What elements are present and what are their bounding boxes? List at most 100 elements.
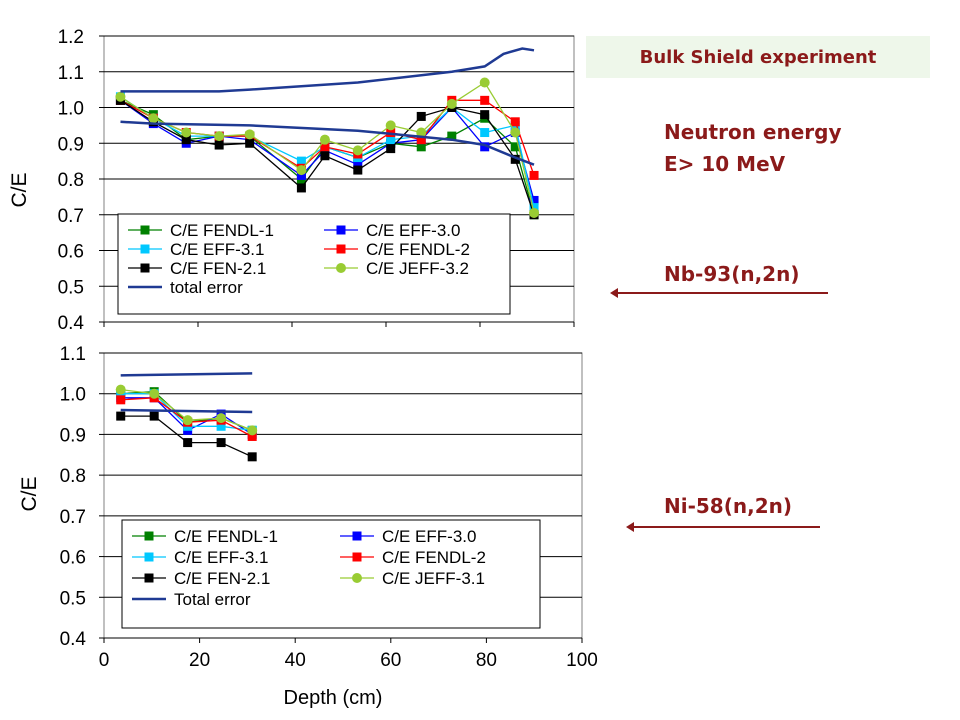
series-line — [120, 99, 535, 201]
legend-label: C/E FENDL-2 — [366, 240, 470, 259]
data-point — [181, 127, 192, 138]
y-tick-label: 0.6 — [60, 548, 86, 569]
y-tick-label: 0.4 — [58, 313, 85, 334]
x-tick-label: 100 — [566, 650, 598, 671]
legend-box — [117, 213, 511, 315]
series-line — [120, 47, 535, 93]
data-point — [115, 91, 126, 102]
legend-marker — [336, 225, 346, 235]
y-tick-label: 0.9 — [58, 134, 84, 155]
data-point — [247, 425, 258, 436]
data-point — [296, 170, 306, 180]
legend-label: C/E EFF-3.0 — [366, 221, 460, 240]
series-line — [120, 408, 253, 414]
series-line — [120, 96, 535, 208]
data-point — [245, 138, 255, 148]
data-point — [386, 144, 396, 154]
y-tick-label: 0.8 — [60, 466, 86, 487]
y-tick-label: 0.9 — [60, 425, 86, 446]
energy-note-line-2: E> 10 MeV — [664, 152, 786, 176]
y-tick-label: 0.7 — [60, 507, 86, 528]
data-point — [510, 154, 520, 164]
data-point — [416, 142, 426, 152]
y-tick-label: 1.0 — [58, 99, 84, 120]
legend-label: C/E FENDL-2 — [382, 548, 486, 567]
reaction-label-ni58: Ni-58(n,2n) — [664, 494, 792, 518]
data-point — [529, 207, 540, 218]
data-point — [216, 421, 226, 431]
y-tick-label: 1.1 — [58, 63, 84, 84]
y-tick-label: 0.8 — [58, 170, 84, 191]
banner: Bulk Shield experiment — [586, 36, 930, 78]
data-point — [353, 160, 363, 170]
data-point — [447, 131, 457, 141]
data-point — [296, 156, 306, 166]
arrow-nb93 — [610, 288, 828, 298]
reaction-label-nb93: Nb-93(n,2n) — [664, 262, 800, 286]
legend-label: C/E FEN-2.1 — [174, 569, 270, 588]
legend-label: C/E JEFF-3.1 — [382, 569, 485, 588]
data-point — [529, 170, 539, 180]
legend-marker — [140, 263, 150, 273]
data-point — [480, 142, 490, 152]
y-axis-label: C/E — [8, 172, 31, 207]
x-tick-label: 40 — [285, 650, 306, 671]
data-point — [510, 127, 521, 138]
data-point — [214, 131, 225, 142]
legend-label: C/E FENDL-1 — [170, 221, 274, 240]
data-point — [181, 135, 191, 145]
legend-marker — [336, 244, 346, 254]
data-point — [183, 438, 193, 448]
data-point — [247, 452, 257, 462]
data-point — [319, 134, 330, 145]
y-axis-label: C/E — [18, 476, 41, 511]
series-line — [120, 81, 535, 214]
legend-label: C/E FENDL-1 — [174, 527, 278, 546]
data-point — [149, 411, 159, 421]
legend-marker — [352, 531, 362, 541]
legend-marker — [140, 244, 150, 254]
data-point — [296, 165, 307, 176]
series-line — [120, 120, 535, 166]
legend-label: C/E EFF-3.1 — [170, 240, 264, 259]
y-tick-label: 0.6 — [58, 242, 84, 263]
y-tick-label: 1.1 — [60, 344, 86, 365]
energy-note-line-1: Neutron energy — [664, 120, 842, 144]
data-point — [446, 98, 457, 109]
energy-note: Neutron energy E> 10 MeV — [664, 116, 842, 180]
y-tick-label: 0.5 — [58, 277, 84, 298]
series-line — [120, 99, 535, 216]
chart-2: 0.4 0.5 0.6 0.7 0.8 0.9 1.0 1.1 0 20 40 60 80 100 C/E D… — [18, 344, 598, 709]
data-point — [352, 145, 363, 156]
data-point — [529, 195, 539, 205]
data-point — [116, 395, 126, 405]
data-point — [216, 413, 227, 424]
legend-label: C/E FEN-2.1 — [170, 259, 266, 278]
y-tick-label: 0.4 — [60, 629, 87, 650]
data-point — [353, 165, 363, 175]
legend-label: C/E JEFF-3.2 — [366, 259, 469, 278]
legend-label: C/E EFF-3.1 — [174, 548, 268, 567]
x-tick-label: 20 — [189, 650, 210, 671]
data-point — [510, 117, 520, 127]
y-tick-label: 0.7 — [58, 206, 84, 227]
data-point — [385, 120, 396, 131]
chart-1: 0.4 0.5 0.6 0.7 0.8 0.9 1.0 1.1 1.2 C/E C/E FENDL-… — [8, 27, 575, 334]
legend-marker — [144, 531, 154, 541]
data-point — [247, 431, 257, 441]
legend-label: C/E EFF-3.0 — [382, 527, 476, 546]
legend-marker — [352, 552, 362, 562]
data-point — [480, 128, 490, 138]
data-point — [320, 151, 330, 161]
arrow-ni58 — [626, 522, 820, 532]
data-point — [244, 129, 255, 140]
data-point — [416, 135, 426, 145]
x-tick-label: 60 — [380, 650, 401, 671]
data-point — [214, 140, 224, 150]
data-point — [416, 127, 427, 138]
legend-marker — [140, 225, 150, 235]
x-axis-label: Depth (cm) — [284, 687, 383, 709]
x-tick-label: 0 — [99, 650, 110, 671]
data-point — [149, 388, 160, 399]
